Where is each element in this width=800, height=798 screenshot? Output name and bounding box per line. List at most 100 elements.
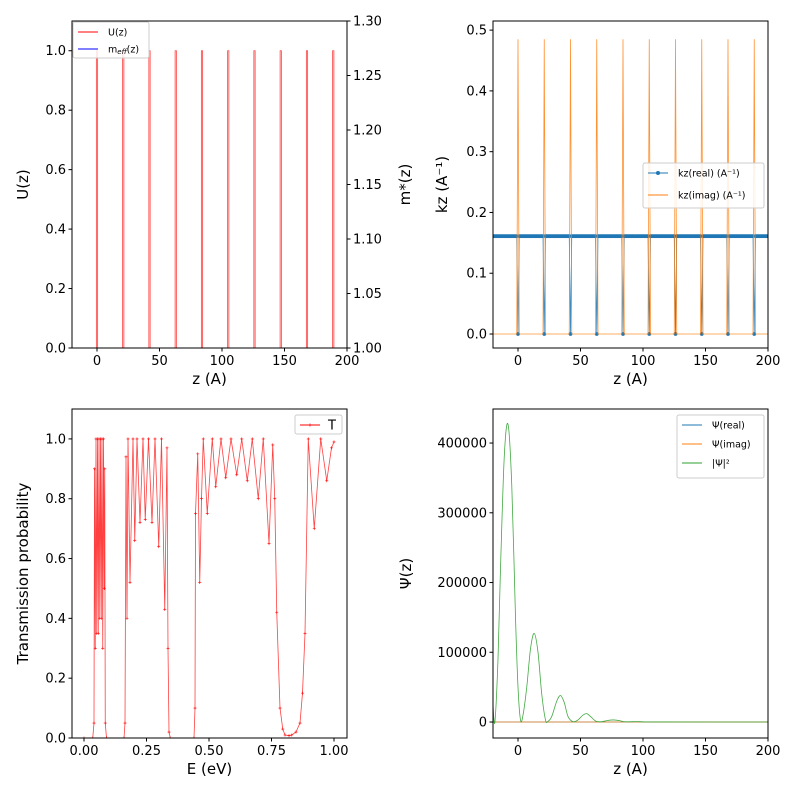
legend-label: kz(imag) (A⁻¹) <box>678 191 745 202</box>
legend-label-sub: eff <box>117 48 127 56</box>
y-tick-label: 0.0 <box>466 328 487 343</box>
x-tick-label: 0.75 <box>257 744 286 759</box>
t-marker <box>168 736 172 738</box>
t-marker <box>312 527 316 531</box>
y-tick-label: 0.5 <box>466 24 487 39</box>
legend: Ψ(real) Ψ(imag) |Ψ|² <box>676 414 765 479</box>
t-marker <box>198 580 202 584</box>
legend-frame <box>676 414 765 479</box>
x-tick-label: 50 <box>151 354 168 369</box>
y2-tick-label: 1.05 <box>353 287 382 302</box>
legend: T <box>294 414 343 435</box>
y-tick-label: 0.4 <box>45 223 66 238</box>
x-tick-label: 150 <box>693 744 718 759</box>
t-marker <box>157 545 161 549</box>
y-axis-label: U(z) <box>14 169 32 200</box>
plot-area <box>493 39 768 336</box>
t-marker <box>330 446 333 450</box>
y-tick-label: 0.4 <box>45 612 66 627</box>
x-tick-label: 0 <box>514 354 522 369</box>
x-tick-label: 150 <box>272 354 297 369</box>
t-marker <box>250 437 254 441</box>
t-marker <box>224 476 228 480</box>
t-marker <box>105 736 108 738</box>
legend-label: meff(z) <box>108 45 139 57</box>
t-marker <box>167 730 171 734</box>
t-marker <box>294 730 298 734</box>
x-tick-label: 200 <box>756 354 781 369</box>
t-marker <box>229 437 233 441</box>
y-tick-label: 0.6 <box>45 163 66 178</box>
x-axis-label: E (eV) <box>187 760 232 778</box>
x-tick-label: 0 <box>514 744 522 759</box>
plot-area <box>82 437 336 738</box>
t-marker <box>123 721 127 725</box>
x-tick-label: 0 <box>93 354 101 369</box>
t-marker <box>298 721 302 725</box>
x-tick-label: 100 <box>210 354 235 369</box>
t-marker <box>99 616 103 620</box>
t-marker <box>245 479 249 483</box>
t-marker <box>131 437 135 441</box>
legend-marker <box>656 171 660 175</box>
t-marker <box>160 437 163 441</box>
t-marker <box>261 437 265 441</box>
series-line-kz-imag <box>493 39 768 335</box>
legend-label: T <box>327 419 336 434</box>
x-axis-label: z (A) <box>613 760 648 778</box>
t-marker <box>192 736 196 738</box>
x-tick-label: 200 <box>756 744 781 759</box>
y-tick-label: 0.6 <box>45 552 66 567</box>
t-marker <box>240 437 244 441</box>
t-marker <box>235 473 239 477</box>
x-tick-label: 0.50 <box>195 744 224 759</box>
subplot-wavefunction: 0 50 100 150 200 0 100000 200000 300000 400000 z (… <box>397 408 781 778</box>
t-marker <box>93 467 96 471</box>
y-tick-label: 0.8 <box>45 104 66 119</box>
t-marker <box>141 437 145 441</box>
x-axis-label: z (A) <box>613 370 648 388</box>
x-tick-label: 50 <box>572 354 589 369</box>
t-marker <box>214 485 218 489</box>
t-marker <box>101 646 105 650</box>
legend-label-tail: (z) <box>127 45 139 56</box>
legend-marker <box>308 423 312 427</box>
x-tick-label: 1.00 <box>320 744 349 759</box>
x-tick-label: 0.00 <box>70 744 99 759</box>
y-tick-label: 400000 <box>437 437 487 452</box>
y2-axis-label: m*(z) <box>396 164 414 206</box>
y-tick-label: 0.8 <box>45 492 66 507</box>
t-marker <box>332 440 336 444</box>
x-axis-label: z (A) <box>192 370 227 388</box>
x-tick-label: 150 <box>693 354 718 369</box>
t-marker <box>135 437 139 441</box>
t-marker <box>325 479 329 483</box>
t-marker <box>196 452 200 456</box>
legend-label: Ψ(imag) <box>712 440 751 451</box>
legend-label: |Ψ|² <box>712 459 730 470</box>
y-axis-label: Transmission probability <box>14 483 32 666</box>
subplot-transmission: 0.00 0.25 0.50 0.75 1.00 0.0 0.2 0.4 0.6 0.8 1.0 E … <box>14 408 349 778</box>
t-marker <box>319 437 323 441</box>
t-marker <box>205 512 209 516</box>
legend-frame <box>294 414 343 435</box>
series-line-2 <box>493 422 768 724</box>
legend: U(z) meff(z) <box>72 21 150 59</box>
series-line-0 <box>84 438 335 738</box>
t-marker <box>91 736 95 738</box>
y-tick-label: 0.0 <box>45 732 66 747</box>
t-marker <box>287 734 291 738</box>
legend: kz(real) (A⁻¹) kz(imag) (A⁻¹) <box>642 162 765 209</box>
t-marker <box>165 446 169 450</box>
t-marker <box>103 467 107 471</box>
x-tick-label: 100 <box>631 744 656 759</box>
t-marker <box>93 646 97 650</box>
t-marker <box>219 437 223 441</box>
y-tick-label: 200000 <box>437 576 487 591</box>
plot-area <box>493 422 768 724</box>
t-marker <box>102 586 106 590</box>
x-tick-label: 100 <box>631 354 656 369</box>
t-marker <box>138 521 142 525</box>
t-marker <box>278 706 282 710</box>
t-marker <box>290 733 294 737</box>
